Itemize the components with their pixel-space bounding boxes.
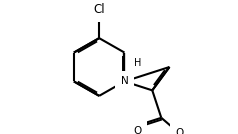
Text: H: H [134, 59, 142, 68]
Text: Cl: Cl [93, 3, 105, 16]
Text: O: O [134, 126, 142, 134]
Text: N: N [121, 76, 128, 86]
Text: O: O [175, 128, 183, 134]
